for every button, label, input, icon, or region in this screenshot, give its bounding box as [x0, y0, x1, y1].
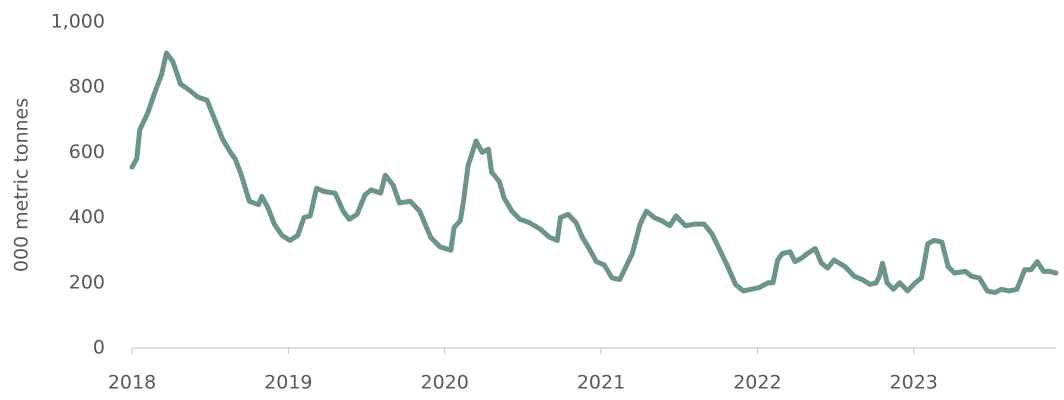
y-tick-label: 600	[69, 141, 105, 163]
y-tick-label: 800	[69, 76, 105, 98]
x-tick-label: 2018	[108, 372, 156, 394]
line-series	[129, 50, 1059, 296]
x-tick-label: 2020	[421, 372, 469, 394]
y-tick-label: 1,000	[51, 11, 105, 33]
y-axis-title: 000 metric tonnes	[11, 98, 33, 272]
y-tick-label: 0	[93, 337, 105, 359]
x-tick-label: 2021	[577, 372, 625, 394]
x-tick-label: 2019	[264, 372, 312, 394]
y-tick-label: 200	[69, 271, 105, 293]
x-tick-label: 2023	[890, 372, 938, 394]
x-tick-label: 2022	[733, 372, 781, 394]
y-tick-label: 400	[69, 206, 105, 228]
